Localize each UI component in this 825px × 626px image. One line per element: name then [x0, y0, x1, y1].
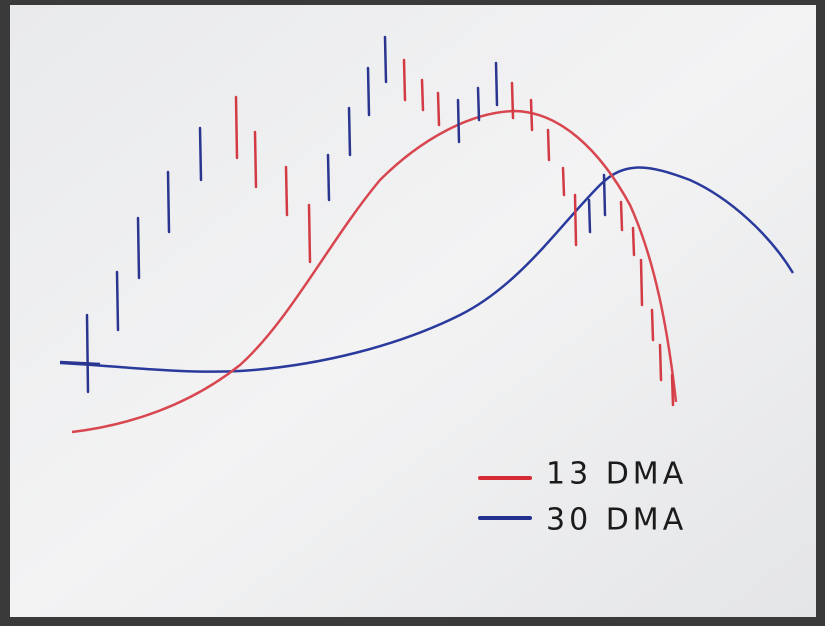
- blue-stroke: [87, 315, 88, 392]
- blue-stroke: [138, 218, 139, 278]
- blue-stroke: [349, 108, 350, 155]
- blue-stroke: [604, 175, 605, 215]
- red-stroke: [512, 83, 513, 118]
- red-stroke: [422, 80, 423, 110]
- photo: 13 DMA 30 DMA: [0, 0, 825, 626]
- legend-label: 30 DMA: [546, 503, 687, 538]
- page: 13 DMA 30 DMA (() => { const data = JSON…: [0, 0, 825, 626]
- blue-stroke: [458, 100, 459, 142]
- red-stroke: [548, 130, 549, 160]
- red-stroke: [438, 93, 439, 125]
- blue-stroke: [117, 272, 118, 330]
- red-stroke: [531, 100, 532, 130]
- paper: [10, 5, 816, 617]
- red-stroke: [672, 375, 673, 405]
- red-stroke: [660, 345, 661, 380]
- red-stroke: [563, 168, 564, 195]
- blue-stroke: [478, 88, 479, 120]
- legend-label: 13 DMA: [546, 457, 687, 492]
- red-stroke: [236, 97, 237, 158]
- red-stroke: [621, 202, 622, 230]
- red-stroke: [641, 260, 642, 305]
- red-stroke: [404, 60, 405, 100]
- red-stroke: [255, 132, 256, 187]
- blue-stroke: [589, 200, 590, 232]
- red-stroke: [309, 205, 310, 262]
- red-stroke: [633, 228, 634, 255]
- blue-stroke: [385, 37, 386, 82]
- red-stroke: [652, 310, 653, 340]
- red-stroke: [575, 195, 576, 245]
- blue-stroke: [168, 172, 169, 232]
- red-stroke: [286, 167, 287, 215]
- blue-stroke: [200, 128, 201, 180]
- blue-stroke: [328, 155, 329, 200]
- blue-stroke: [368, 68, 369, 115]
- blue-stroke: [496, 63, 497, 105]
